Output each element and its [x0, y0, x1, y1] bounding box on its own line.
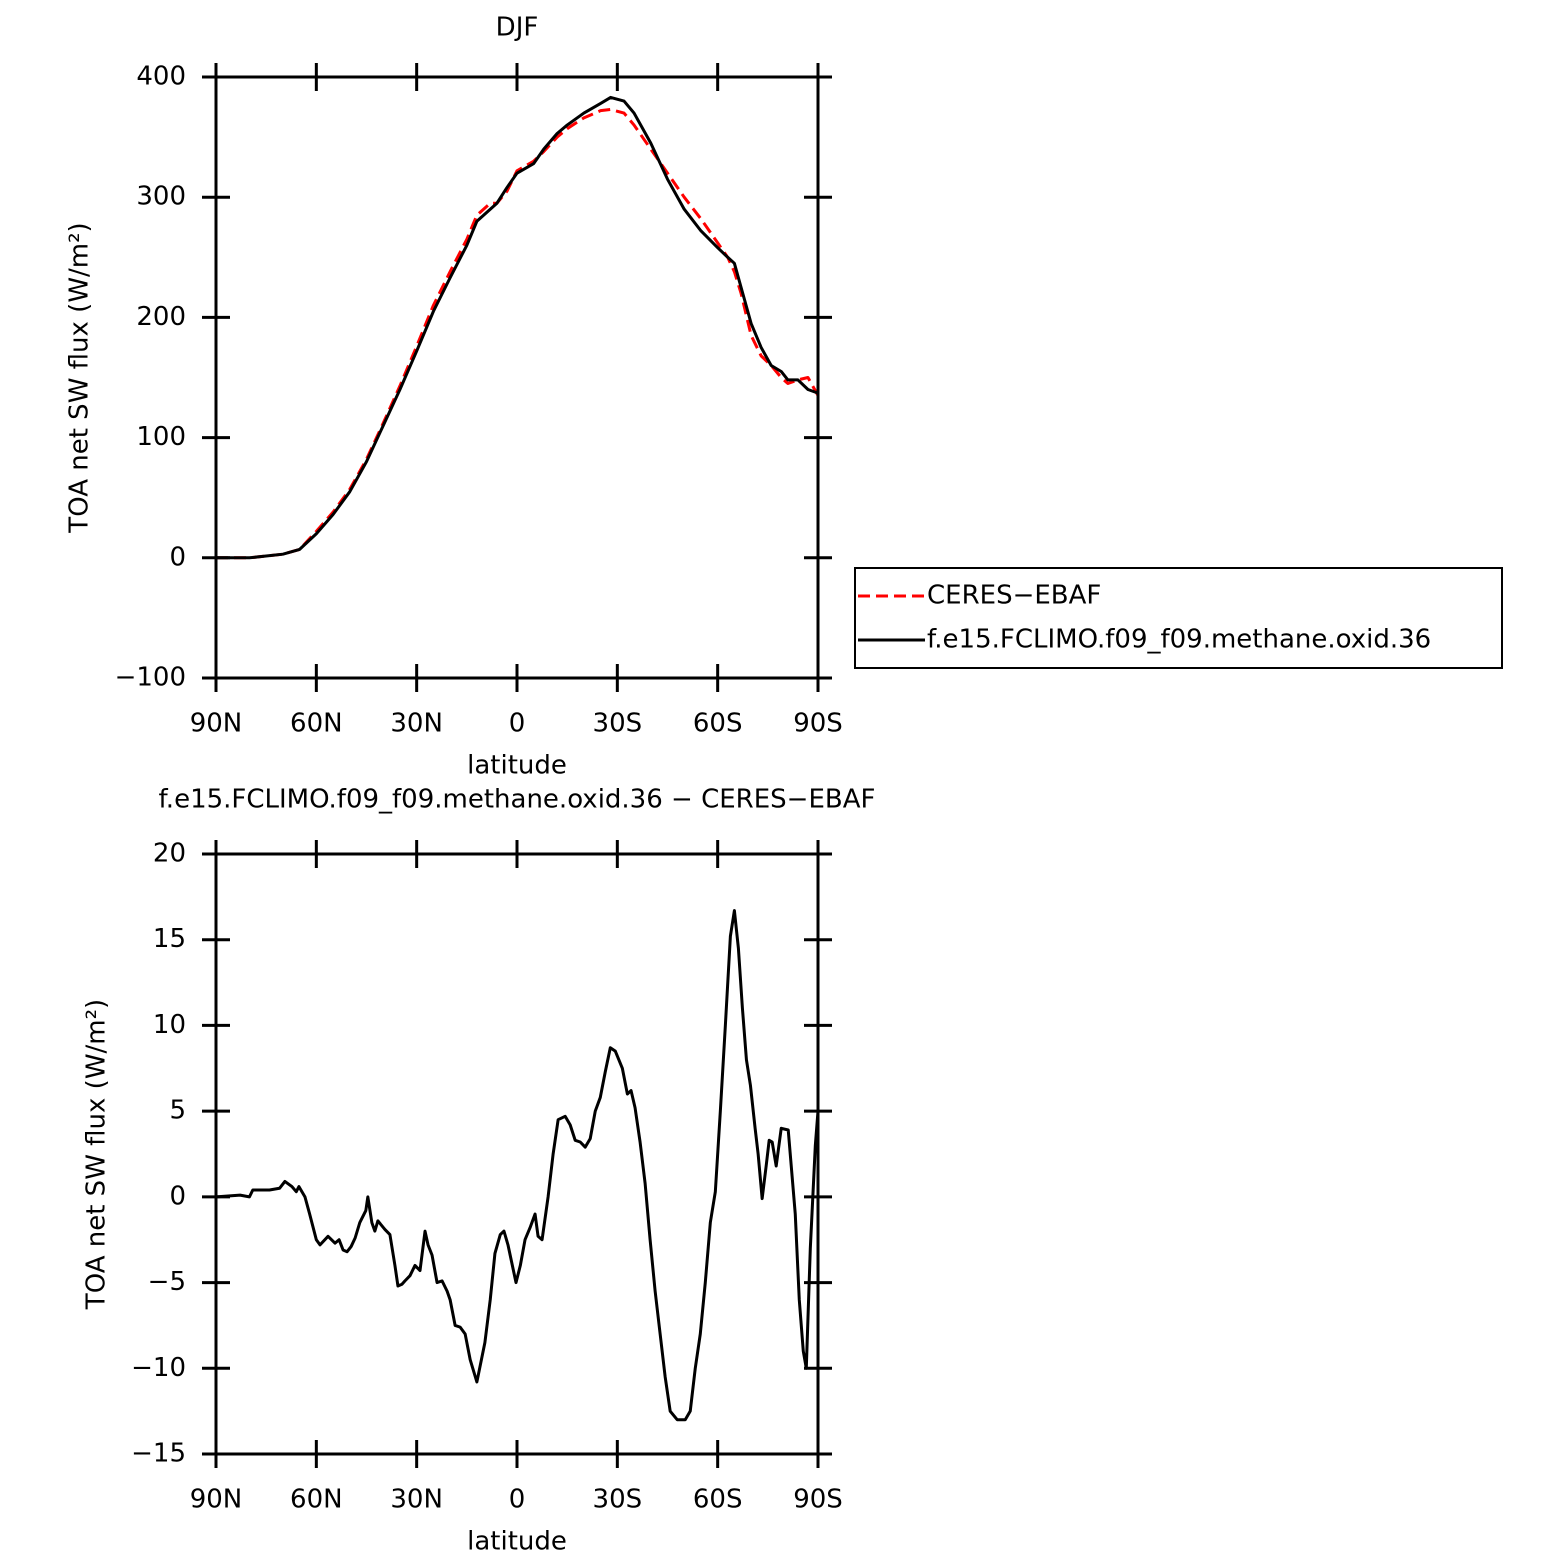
x-tick-label: 60S: [693, 709, 743, 739]
y-tick-label: 15: [153, 924, 186, 954]
y-tick-label: 400: [136, 62, 186, 92]
x-tick-label: 30S: [593, 709, 643, 739]
plot-frame: [214, 75, 820, 680]
legend-label: f.e15.FCLIMO.f09_f09.methane.oxid.36: [927, 625, 1431, 655]
y-tick-label: 0: [169, 1181, 186, 1211]
data-line: [216, 107, 820, 560]
y-tick-label: 20: [153, 839, 186, 869]
chart-title: f.e15.FCLIMO.f09_f09.methane.oxid.36 − C…: [159, 785, 876, 815]
y-axis-label: TOA net SW flux (W/m²): [65, 222, 95, 533]
y-tick-label: 200: [136, 302, 186, 332]
data-line: [216, 95, 819, 560]
data-line: [215, 909, 820, 1422]
y-axis-label: TOA net SW flux (W/m²): [82, 999, 112, 1310]
x-tick-label: 60N: [290, 1485, 343, 1515]
x-tick-label: 90N: [190, 709, 243, 739]
x-tick-label: 60N: [290, 709, 343, 739]
legend: CERES−EBAF f.e15.FCLIMO.f09_f09.methane.o…: [854, 567, 1503, 669]
x-tick-label: 90S: [793, 1485, 843, 1515]
plot-frame: [214, 852, 820, 1456]
x-tick-label: 30N: [390, 1485, 443, 1515]
x-tick-label: 90N: [190, 1485, 243, 1515]
x-tick-label: 30N: [390, 709, 443, 739]
chart-title: DJF: [496, 13, 539, 43]
x-tick-label: 0: [509, 709, 526, 739]
x-tick-label: 90S: [793, 709, 843, 739]
y-tick-label: −5: [148, 1267, 186, 1297]
y-tick-label: 0: [169, 542, 186, 572]
x-tick-label: 0: [509, 1485, 526, 1515]
y-tick-label: −10: [131, 1353, 186, 1383]
y-tick-label: 5: [169, 1096, 186, 1126]
x-axis-label: latitude: [467, 1527, 567, 1557]
legend-label: CERES−EBAF: [927, 581, 1101, 611]
x-tick-label: 30S: [593, 1485, 643, 1515]
y-tick-label: 300: [136, 182, 186, 212]
legend-box: [854, 567, 1503, 669]
y-tick-label: −100: [115, 663, 186, 693]
x-tick-label: 60S: [693, 1485, 743, 1515]
x-axis-label: latitude: [467, 751, 567, 781]
y-tick-label: 100: [136, 422, 186, 452]
y-tick-label: 10: [153, 1010, 186, 1040]
y-tick-label: −15: [131, 1439, 186, 1469]
